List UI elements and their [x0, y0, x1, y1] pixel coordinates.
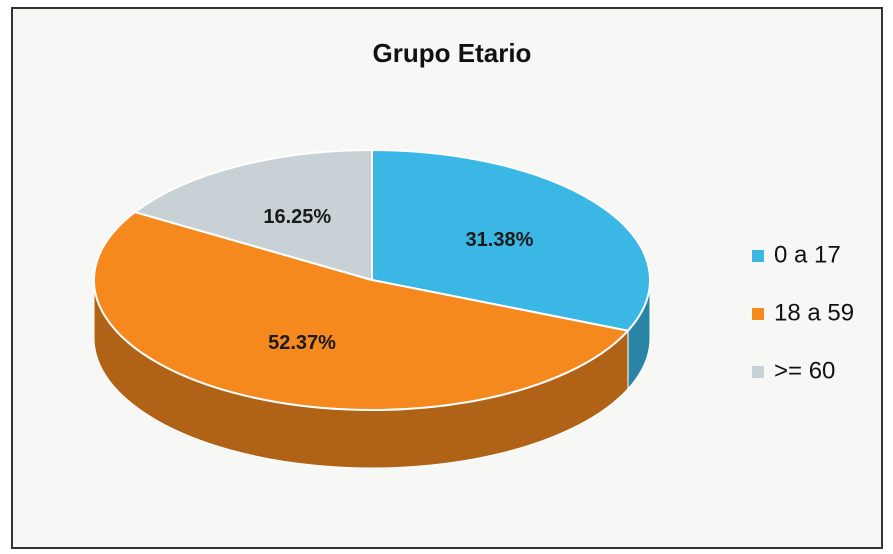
data-label: 52.37% [268, 332, 336, 354]
legend-label: 0 a 17 [774, 241, 841, 268]
legend-swatch [752, 308, 764, 320]
pie-slice [93, 210, 630, 411]
data-label: 16.25% [263, 206, 331, 228]
pie-slice [371, 148, 651, 332]
legend-label: >= 60 [774, 357, 835, 384]
legend-label: 18 a 59 [774, 299, 854, 326]
pie-slice [132, 148, 373, 282]
data-label: 31.38% [466, 229, 534, 251]
legend-swatch [752, 250, 764, 262]
legend-swatch [752, 366, 764, 378]
chart-title: Grupo Etario [373, 38, 532, 68]
